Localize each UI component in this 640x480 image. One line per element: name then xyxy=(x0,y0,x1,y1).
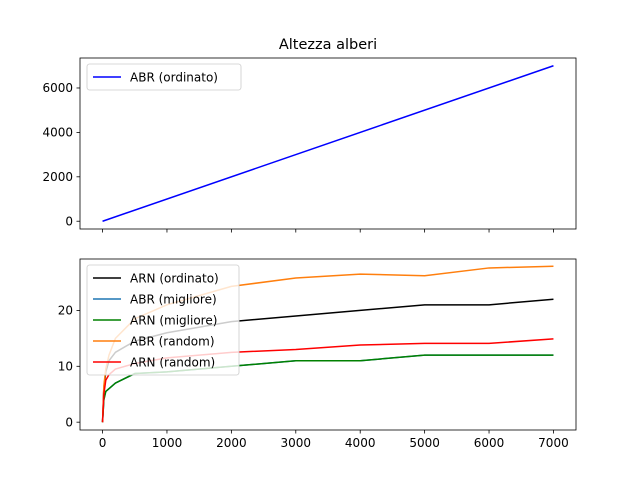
x-tick-label: 7000 xyxy=(538,436,569,450)
x-tick-label: 3000 xyxy=(281,436,312,450)
legend-box xyxy=(86,264,240,376)
y-tick-label: 2000 xyxy=(42,170,73,184)
legend-label: ARN (ordinato) xyxy=(130,271,219,285)
chart-title: Altezza alberi xyxy=(279,37,377,53)
y-tick-label: 10 xyxy=(58,359,73,373)
y-tick-label: 4000 xyxy=(42,126,73,140)
legend-label: ARN (migliore) xyxy=(130,313,217,327)
y-tick-label: 0 xyxy=(65,415,73,429)
series-line-1-1 xyxy=(102,65,554,222)
x-tick-label: 2000 xyxy=(216,436,247,450)
axes-frame xyxy=(79,57,577,230)
legend-label: ABR (ordinato) xyxy=(130,70,218,84)
legend-label: ABR (random) xyxy=(130,334,215,348)
legend: ABR (ordinato) xyxy=(86,63,242,91)
x-tick-label: 0 xyxy=(99,436,107,450)
y-tick-label: 6000 xyxy=(42,81,73,95)
chart-panel-2: 0 1000 2000 3000 4000 5000 6000 7000 0 10 20 ARN (o… xyxy=(58,258,577,450)
legend-box xyxy=(86,63,242,91)
x-tick-label: 6000 xyxy=(474,436,505,450)
legend: ARN (ordinato) ABR (migliore) ARN (miglior… xyxy=(86,264,240,376)
x-tick-label: 5000 xyxy=(409,436,440,450)
x-tick-label: 4000 xyxy=(345,436,376,450)
x-tick-label: 1000 xyxy=(152,436,183,450)
y-tick-label: 0 xyxy=(65,214,73,228)
legend-label: ARN (random) xyxy=(130,355,215,369)
y-tick-label: 20 xyxy=(58,304,73,318)
legend-label: ABR (migliore) xyxy=(130,292,217,306)
axes-frame xyxy=(79,258,577,431)
chart-panel-1: Altezza alberi 0 2000 4000 6000 ABR (ordinato… xyxy=(42,37,577,233)
